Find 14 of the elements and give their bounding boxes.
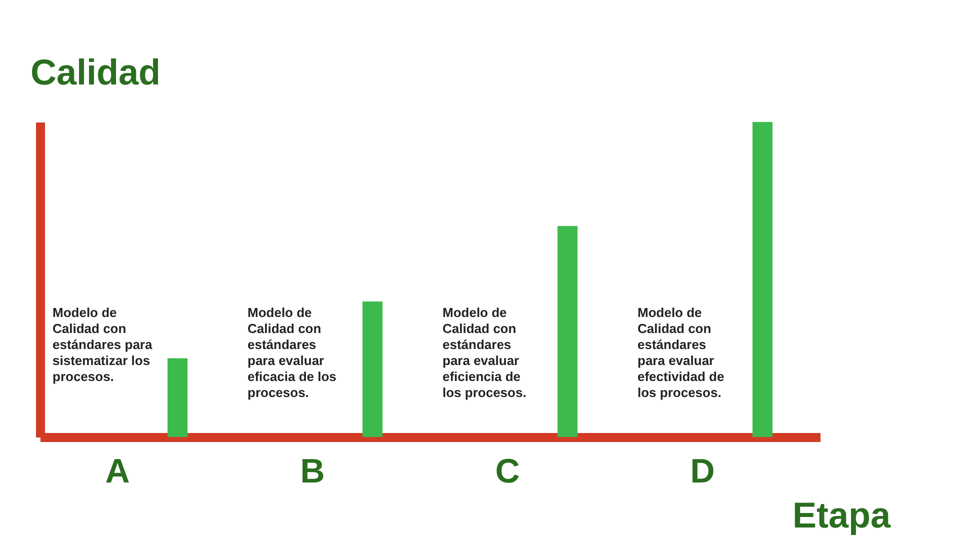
annotation: Modelo de Calidad con estándares para sistematizar los procesos. [52,305,153,384]
x-tick-label: A [105,452,130,490]
x-tick-label: D [690,452,715,490]
y-axis-title: Calidad [30,52,161,92]
bar [752,122,772,437]
bar [362,302,382,437]
bar [558,226,578,437]
annotation: Modelo de Calidad con estándares para evaluar eficacia de los procesos. [248,305,336,400]
x-axis-title: Etapa [792,494,892,536]
bar [168,358,188,437]
x-tick-label: B [300,452,325,490]
annotation: Modelo de Calidad con estándares para evaluar eficiencia de los procesos. [442,305,526,400]
x-tick-label: C [495,452,520,490]
annotation: Modelo de Calidad con estándares para evaluar efectividad de los procesos. [638,305,724,400]
